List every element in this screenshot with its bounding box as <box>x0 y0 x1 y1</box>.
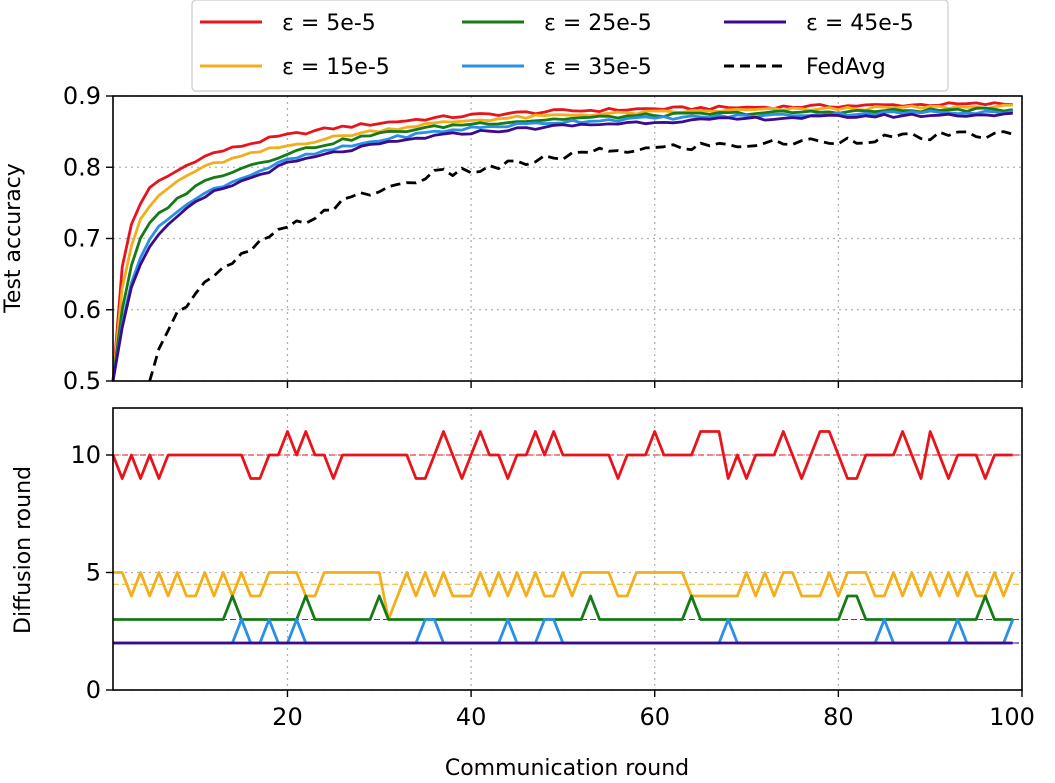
accuracy-panel: 0.5 0.6 0.7 0.8 0.9 Test accuracy <box>1 82 1023 395</box>
legend-label-3: ε = 25e-5 <box>544 11 652 36</box>
legend: ε = 5e-5 ε = 15e-5 ε = 25e-5 ε = 35e-5 ε = 4… <box>191 0 949 92</box>
accuracy-ytick-label: 0.5 <box>63 367 101 395</box>
diffusion-xtick-label: 100 <box>989 703 1035 731</box>
diffusion-xlabel: Communication round <box>445 756 689 781</box>
accuracy-ytick-label: 0.9 <box>63 82 101 110</box>
diffusion-line-1 <box>111 430 1013 480</box>
diffusion-ylabel: Diffusion round <box>11 466 36 634</box>
accuracy-ytick-label: 0.6 <box>63 296 101 324</box>
diffusion-ticks: 0 5 10 20 40 60 80 100 <box>70 441 1034 731</box>
accuracy-ticks: 0.5 0.6 0.7 0.8 0.9 <box>63 82 1023 395</box>
diffusion-xtick-label: 40 <box>456 703 487 731</box>
diffusion-ytick-label: 5 <box>86 559 101 587</box>
diffusion-xtick-label: 80 <box>823 703 854 731</box>
accuracy-line-3 <box>111 106 1014 382</box>
diffusion-xtick-label: 20 <box>272 703 303 731</box>
diffusion-series <box>111 430 1015 645</box>
accuracy-ylabel: Test accuracy <box>1 163 26 314</box>
diffusion-axes-frame <box>112 407 1023 691</box>
diffusion-panel: 0 5 10 20 40 60 80 100 Diffusion round Communic… <box>11 407 1035 781</box>
accuracy-ytick-label: 0.8 <box>63 153 101 181</box>
diffusion-ytick-label: 0 <box>86 676 101 704</box>
accuracy-line-1 <box>111 101 1013 382</box>
diffusion-ytick-label: 10 <box>70 441 101 469</box>
accuracy-grid <box>113 95 1023 382</box>
accuracy-line-6 <box>148 130 1014 382</box>
diffusion-mean-lines <box>113 454 1022 644</box>
legend-label-2: ε = 15e-5 <box>282 55 390 80</box>
diffusion-grid <box>113 408 1023 691</box>
accuracy-series <box>111 101 1014 382</box>
legend-label-1: ε = 5e-5 <box>282 11 376 36</box>
diffusion-line-3 <box>113 594 1013 621</box>
accuracy-ytick-label: 0.7 <box>63 225 101 253</box>
accuracy-axes-frame <box>112 95 1023 382</box>
accuracy-line-2 <box>111 103 1013 382</box>
diffusion-line-4 <box>113 618 1015 645</box>
legend-label-6: FedAvg <box>806 55 886 80</box>
legend-label-4: ε = 35e-5 <box>544 55 652 80</box>
accuracy-line-4 <box>111 109 1014 382</box>
diffusion-xtick-label: 60 <box>639 703 670 731</box>
diffusion-line-2 <box>113 571 1015 621</box>
legend-label-5: ε = 45e-5 <box>806 11 914 36</box>
accuracy-line-5 <box>111 111 1013 382</box>
